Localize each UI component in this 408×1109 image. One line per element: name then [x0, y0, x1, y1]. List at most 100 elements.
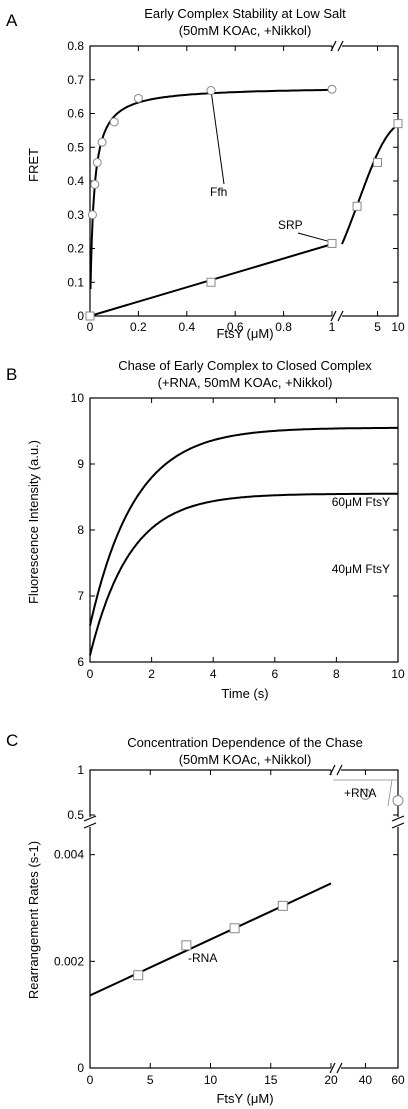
panel-c-ybreak-right-gap [392, 817, 404, 827]
panel-c-ybreak-right-slash-1 [391, 815, 405, 822]
ffh-point-2 [92, 157, 102, 167]
srp-point-3 [352, 201, 362, 211]
panel-c-letter: C [6, 731, 18, 750]
panel-c-xtick-label-0: 0 [87, 1073, 94, 1087]
panel-a-ytick-label-7: 0.7 [67, 73, 84, 87]
panel-b-xtick-label-4: 8 [333, 667, 340, 681]
panel-a-xbreak-bottom-slash-2 [337, 310, 344, 322]
series-label-minus-rna: -RNA [188, 951, 217, 965]
panel-b-xtick-label-3: 6 [271, 667, 278, 681]
panel-c-ytick-label-0: 0 [77, 1061, 84, 1075]
srp-fit-line-high [341, 123, 399, 245]
panel-c-ytick-label-2: 0.004 [54, 848, 84, 862]
ffh-point-7 [327, 84, 337, 94]
panel-b-subtitle: (+RNA, 50mM KOAc, +Nikkol) [158, 375, 333, 390]
panel-a-xtick-label-1: 0.2 [130, 320, 147, 334]
panel-a-xtick-label-5: 1 [329, 320, 336, 334]
series-label-40um: 40μM FtsY [332, 562, 390, 576]
panel-b-xtick-label-1: 2 [148, 667, 155, 681]
panel-a-ylabel: FRET [26, 148, 41, 182]
panel-a-frame [89, 45, 399, 317]
ffh-point-3 [97, 137, 107, 147]
panel-a-subtitle: (50mM KOAc, +Nikkol) [179, 23, 312, 38]
panel-a-letter: A [6, 11, 18, 30]
panel-c-ylabel: Rearrangement Rates (s-1) [26, 841, 41, 999]
plus-rna-leader-line [387, 779, 393, 807]
panel-c-ybreak-left-slash-2 [83, 822, 97, 829]
panel-a-xtick-label-6: 5 [374, 320, 381, 334]
panel-c-marks [89, 779, 404, 997]
panel-b-xtick-label-0: 0 [87, 667, 94, 681]
panel-c-xlabel: FtsY (μM) [216, 1091, 273, 1106]
panel-c-ybreak-right-slash-2 [391, 822, 405, 829]
panel-c-xtick-label-4: 20 [324, 1073, 338, 1087]
panel-c-title: Concentration Dependence of the Chase [127, 735, 363, 750]
panel-b-axes: 6 7 8 9 10 0 2 4 6 8 10 [71, 391, 405, 681]
panel-b-letter: B [6, 365, 17, 384]
panel-c-subtitle: (50mM KOAc, +Nikkol) [179, 752, 312, 767]
panel-c: C Concentration Dependence of the Chase … [6, 731, 405, 1106]
minus-rna-point-3 [277, 900, 288, 911]
panel-a-axes: 0 0.1 0.2 0.3 0.4 0.5 0.6 0.7 0.8 0 0.2 0.4 0.6 0.8 1 5… [67, 39, 405, 334]
series-label-60um: 60μM FtsY [332, 495, 390, 509]
ffh-leader-line [210, 90, 225, 185]
panel-a-ytick-label-1: 0.1 [67, 275, 84, 289]
panel-a: A Early Complex Stability at Low Salt (5… [6, 6, 405, 341]
panel-b-ytick-label-4: 10 [71, 391, 85, 405]
panel-a-xtick-label-2: 0.4 [178, 320, 195, 334]
srp-leader-line [297, 232, 330, 242]
ffh-point-0 [87, 210, 97, 220]
panel-a-xtick-label-4: 0.8 [275, 320, 292, 334]
plus-rna-point-1 [392, 795, 404, 807]
panel-b-xtick-label-2: 4 [210, 667, 217, 681]
panel-b-marks [89, 426, 398, 656]
panel-a-ytick-label-8: 0.8 [67, 39, 84, 53]
trace-1 [89, 492, 398, 656]
ffh-point-6 [206, 86, 216, 96]
panel-a-ytick-label-5: 0.5 [67, 140, 84, 154]
panel-c-xbreak-bottom-slash-1 [329, 1062, 336, 1074]
panel-a-xbreak-bottom-slash-1 [330, 310, 337, 322]
srp-point-2 [327, 238, 337, 248]
minus-rna-point-0 [133, 970, 144, 981]
ffh-point-5 [133, 93, 143, 103]
panel-b-ytick-label-2: 8 [77, 523, 84, 537]
panel-a-xlabel: FtsY (μM) [216, 326, 273, 341]
panel-c-xbreak-top-gap [331, 764, 341, 776]
panel-c-xtick-label-3: 15 [264, 1073, 278, 1087]
srp-point-0 [85, 311, 95, 321]
panel-a-ytick-label-0: 0 [77, 309, 84, 323]
panel-a-xtick-label-3: 0.6 [227, 320, 244, 334]
panel-a-ytick-label-2: 0.2 [67, 242, 84, 256]
panel-a-ytick-label-4: 0.4 [67, 174, 84, 188]
panel-c-frame [89, 769, 399, 1069]
series-label-ffh: Ffh [210, 185, 227, 199]
panel-b-xtick-label-5: 10 [391, 667, 405, 681]
panel-b: B Chase of Early Complex to Closed Compl… [6, 358, 405, 701]
panel-a-marks [85, 84, 403, 321]
panel-a-ytick-label-3: 0.3 [67, 208, 84, 222]
series-label-srp: SRP [278, 218, 303, 232]
panel-b-ytick-label-0: 6 [77, 655, 84, 669]
panel-c-xtick-label-1: 5 [147, 1073, 154, 1087]
panel-b-ytick-label-3: 9 [77, 457, 84, 471]
panel-b-frame [89, 397, 399, 663]
panel-a-xtick-label-0: 0 [87, 320, 94, 334]
panel-c-xbreak-top-slash-2 [336, 764, 343, 776]
panel-c-xtick-label-6: 60 [391, 1073, 405, 1087]
panel-c-ybreak-left-slash-1 [83, 815, 97, 822]
panel-b-xlabel: Time (s) [221, 686, 268, 701]
panel-c-ytick-label-3: 0.5 [67, 808, 84, 822]
minus-rna-point-2 [229, 923, 240, 934]
srp-point-4 [373, 157, 383, 167]
ffh-point-4 [109, 117, 119, 127]
panel-b-ylabel: Fluorescence Intensity (a.u.) [26, 440, 41, 604]
trace-0 [89, 426, 398, 626]
minus-rna-fit-line [89, 882, 332, 997]
panel-a-xtick-label-7: 10 [391, 320, 405, 334]
panel-a-xbreak-bottom-gap [332, 310, 342, 322]
plus-rna-point-0 [359, 788, 371, 800]
panel-a-title: Early Complex Stability at Low Salt [144, 6, 346, 21]
srp-point-1 [206, 277, 216, 287]
